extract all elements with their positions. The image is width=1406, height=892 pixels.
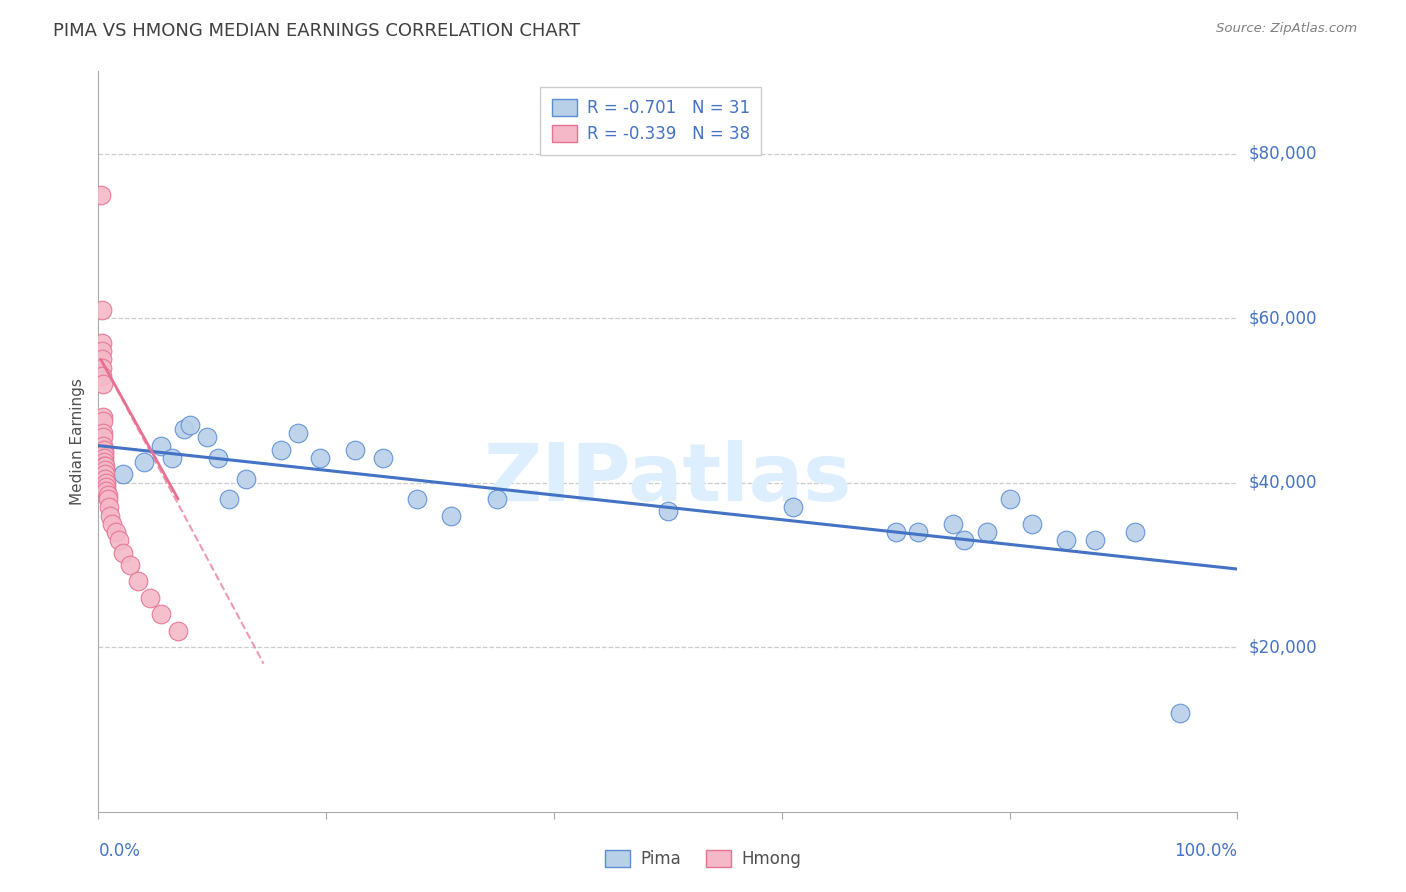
Point bbox=[94, 459, 117, 474]
Point bbox=[91, 439, 114, 453]
Point bbox=[93, 442, 115, 457]
Point bbox=[94, 471, 117, 485]
Point bbox=[90, 187, 112, 202]
Point bbox=[1123, 524, 1146, 539]
Point bbox=[657, 504, 679, 518]
Point bbox=[97, 500, 120, 515]
Point bbox=[98, 508, 121, 523]
Text: Source: ZipAtlas.com: Source: ZipAtlas.com bbox=[1216, 22, 1357, 36]
Point bbox=[782, 500, 804, 515]
Point bbox=[150, 439, 173, 453]
Legend: R = -0.701   N = 31, R = -0.339   N = 38: R = -0.701 N = 31, R = -0.339 N = 38 bbox=[540, 87, 762, 155]
Point bbox=[218, 492, 240, 507]
Point bbox=[112, 467, 135, 482]
Point bbox=[104, 524, 127, 539]
Text: ZIPatlas: ZIPatlas bbox=[484, 440, 852, 517]
Point bbox=[343, 442, 366, 457]
Point bbox=[101, 516, 124, 531]
Text: $80,000: $80,000 bbox=[1249, 145, 1317, 162]
Point bbox=[112, 545, 135, 560]
Point bbox=[440, 508, 463, 523]
Point bbox=[953, 533, 976, 548]
Point bbox=[907, 524, 929, 539]
Point bbox=[90, 368, 112, 383]
Point bbox=[150, 607, 173, 622]
Point bbox=[132, 455, 155, 469]
Point bbox=[270, 442, 292, 457]
Legend: Pima, Hmong: Pima, Hmong bbox=[599, 843, 807, 875]
Point bbox=[96, 483, 118, 498]
Point bbox=[162, 450, 184, 465]
Point bbox=[1170, 706, 1192, 720]
Point bbox=[94, 467, 117, 482]
Text: $20,000: $20,000 bbox=[1249, 638, 1317, 657]
Point bbox=[96, 475, 118, 490]
Point bbox=[207, 450, 229, 465]
Point bbox=[90, 344, 112, 359]
Point bbox=[120, 558, 142, 572]
Point bbox=[96, 480, 118, 494]
Point bbox=[96, 488, 118, 502]
Y-axis label: Median Earnings: Median Earnings bbox=[70, 378, 86, 505]
Point bbox=[94, 463, 117, 477]
Point bbox=[976, 524, 998, 539]
Point bbox=[309, 450, 332, 465]
Point bbox=[371, 450, 394, 465]
Point bbox=[91, 426, 114, 441]
Point bbox=[998, 492, 1021, 507]
Point bbox=[287, 426, 309, 441]
Point bbox=[90, 335, 112, 350]
Text: 0.0%: 0.0% bbox=[98, 842, 141, 860]
Text: PIMA VS HMONG MEDIAN EARNINGS CORRELATION CHART: PIMA VS HMONG MEDIAN EARNINGS CORRELATIO… bbox=[53, 22, 581, 40]
Point bbox=[93, 447, 115, 461]
Point bbox=[179, 418, 201, 433]
Point bbox=[91, 414, 114, 428]
Point bbox=[167, 624, 190, 638]
Text: 100.0%: 100.0% bbox=[1174, 842, 1237, 860]
Point bbox=[486, 492, 509, 507]
Point bbox=[93, 450, 115, 465]
Point bbox=[108, 533, 131, 548]
Point bbox=[406, 492, 429, 507]
Point bbox=[235, 471, 257, 485]
Point bbox=[173, 422, 195, 436]
Point bbox=[91, 430, 114, 444]
Point bbox=[942, 516, 965, 531]
Point bbox=[884, 524, 907, 539]
Point bbox=[91, 376, 114, 391]
Point bbox=[90, 360, 112, 375]
Point bbox=[1084, 533, 1107, 548]
Text: $40,000: $40,000 bbox=[1249, 474, 1317, 491]
Point bbox=[1021, 516, 1043, 531]
Text: $60,000: $60,000 bbox=[1249, 310, 1317, 327]
Point bbox=[195, 430, 218, 444]
Point bbox=[93, 459, 115, 474]
Point bbox=[96, 492, 118, 507]
Point bbox=[90, 302, 112, 317]
Point bbox=[90, 352, 112, 367]
Point bbox=[138, 591, 160, 605]
Point bbox=[93, 455, 115, 469]
Point bbox=[1054, 533, 1078, 548]
Point bbox=[127, 574, 149, 589]
Point bbox=[91, 409, 114, 424]
